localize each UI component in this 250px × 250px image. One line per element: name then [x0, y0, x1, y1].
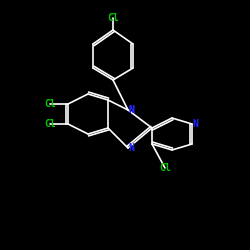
Text: N: N — [128, 105, 134, 115]
Text: N: N — [128, 143, 134, 153]
Text: N: N — [192, 119, 198, 129]
Text: Cl: Cl — [107, 13, 119, 23]
Text: Cl: Cl — [44, 99, 56, 109]
Text: Cl: Cl — [159, 163, 171, 173]
Text: Cl: Cl — [44, 119, 56, 129]
Text: N: N — [128, 105, 134, 115]
